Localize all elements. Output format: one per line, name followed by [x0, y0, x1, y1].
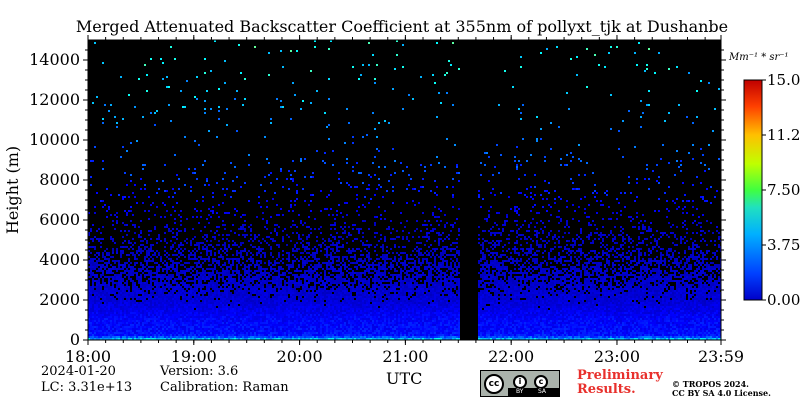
colorbar-tick-label: 3.75 [767, 236, 800, 254]
colorbar-tick-label: 0.00 [767, 291, 800, 309]
colorbar-tick-label: 7.50 [767, 181, 800, 199]
x-tick-label: 19:00 [171, 347, 217, 366]
y-axis-label: Height (m) [3, 146, 22, 234]
heatmap-pixels [88, 40, 721, 340]
x-tick-label: 20:00 [277, 347, 323, 366]
badge-sa-label: SA [538, 388, 547, 395]
footer-lidar-constant: LC: 3.31e+13 [41, 380, 133, 395]
colorbar [743, 79, 763, 301]
x-tick-label: 18:00 [65, 347, 111, 366]
x-axis: 18:00 19:00 20:00 21:00 22:00 23:00 23:59 [65, 35, 744, 366]
data-gap [460, 40, 478, 340]
footer-version: Version: 3.6 [160, 364, 239, 379]
share-alike-icon: c [534, 375, 548, 389]
colorbar-ticks: 0.00 3.75 7.50 11.25 15.00 [762, 71, 800, 309]
y-tick-label: 12000 [29, 90, 80, 109]
x-tick-label: 23:59 [698, 347, 744, 366]
y-tick-label: 0 [70, 330, 80, 349]
cc-logo-icon: cc [484, 374, 504, 394]
y-tick-label: 2000 [39, 290, 80, 309]
badge-strip: BY SA [508, 388, 560, 396]
colorbar-unit: Mm⁻¹ * sr⁻¹ [728, 52, 789, 63]
x-tick-label: 21:00 [382, 347, 428, 366]
x-tick-label: 23:00 [594, 347, 640, 366]
y-tick-label: 14000 [29, 50, 80, 69]
preliminary-line2: Results. [577, 382, 636, 397]
y-tick-label: 6000 [39, 210, 80, 229]
copyright-line2: CC BY SA 4.0 License. [672, 388, 771, 398]
y-tick-label: 10000 [29, 130, 80, 149]
preliminary-notice: Preliminary Results. [577, 369, 663, 397]
preliminary-line1: Preliminary [577, 368, 663, 383]
colorbar-tick-label: 15.00 [767, 71, 800, 89]
copyright-line1: © TROPOS 2024. [672, 379, 749, 389]
chart-title: Merged Attenuated Backscatter Coefficien… [76, 17, 728, 36]
footer-date: 2024-01-20 [41, 364, 116, 379]
cc-license-badge: cc i c BY SA [480, 370, 560, 397]
x-axis-label: UTC [386, 369, 423, 388]
badge-by-label: BY [516, 388, 524, 395]
footer-calibration: Calibration: Raman [160, 380, 289, 395]
by-person-icon: i [513, 375, 527, 389]
copyright-notice: © TROPOS 2024. CC BY SA 4.0 License. [672, 380, 771, 398]
y-tick-label: 8000 [39, 170, 80, 189]
x-tick-label: 22:00 [488, 347, 534, 366]
colorbar-tick-label: 11.25 [767, 126, 800, 144]
y-axis: 0 2000 4000 6000 8000 10000 12000 14000 [29, 49, 726, 349]
y-tick-label: 4000 [39, 250, 80, 269]
